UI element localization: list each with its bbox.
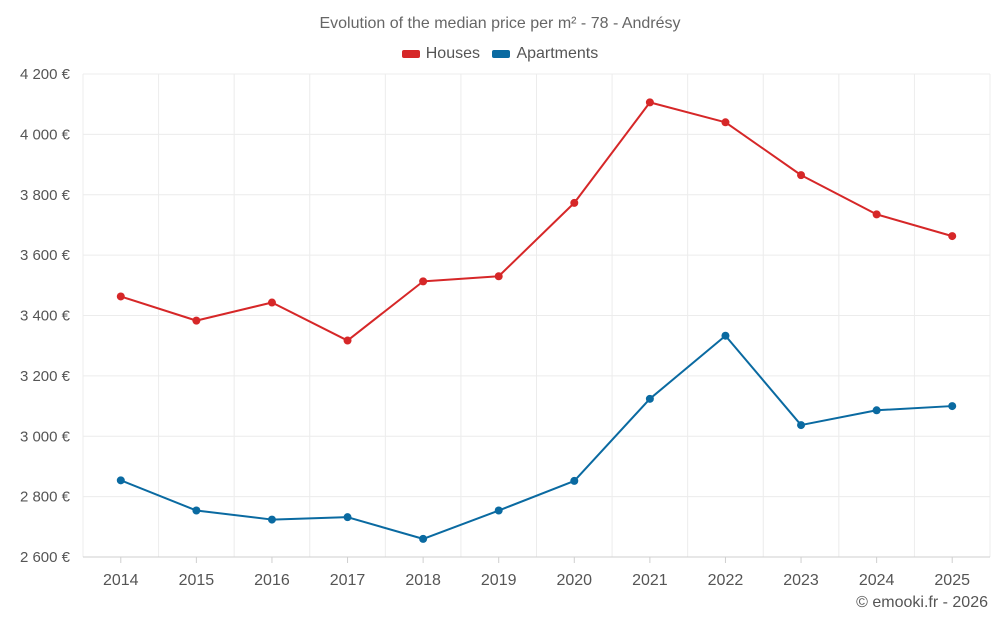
data-point-apartments [570,476,579,485]
data-point-apartments [494,506,503,515]
data-point-houses [797,171,806,180]
y-tick-label: 3 600 € [20,247,71,264]
x-tick-label: 2016 [254,572,290,589]
y-tick-label: 2 800 € [20,489,71,506]
y-tick-label: 2 600 € [20,549,71,566]
x-tick-label: 2019 [481,572,517,589]
data-point-houses [267,298,276,307]
data-point-apartments [343,513,352,522]
legend-label-houses: Houses [425,45,480,62]
y-tick-label: 3 000 € [20,428,71,445]
legend-label-apartments: Apartments [516,45,599,62]
legend-swatch-houses [401,50,420,58]
data-point-apartments [267,515,276,524]
x-tick-label: 2022 [708,572,744,589]
legend-item-houses[interactable]: Houses [401,45,480,63]
data-point-houses [721,118,730,127]
x-tick-label: 2017 [330,572,366,589]
x-tick-label: 2025 [934,572,970,589]
data-point-houses [116,292,125,301]
x-tick-label: 2020 [556,572,592,589]
x-tick-label: 2023 [783,572,819,589]
data-point-houses [645,98,654,107]
data-point-houses [948,232,957,241]
legend-swatch-apartments [492,50,511,58]
data-point-apartments [948,402,957,411]
data-point-apartments [116,476,125,485]
x-tick-label: 2015 [179,572,215,589]
data-point-apartments [192,506,201,515]
x-tick-label: 2014 [103,572,139,589]
legend: Houses Apartments [0,45,1000,63]
series-line-apartments [120,334,953,540]
series-layer [116,98,957,543]
series-line-houses [120,101,953,342]
data-point-houses [419,277,428,286]
data-point-houses [343,336,352,345]
legend-item-apartments[interactable]: Apartments [492,45,598,63]
copyright-text: © emooki.fr - 2026 [856,594,988,611]
y-tick-label: 4 200 € [20,66,71,83]
data-point-houses [192,316,201,325]
data-point-apartments [721,331,730,340]
data-point-houses [872,210,881,219]
data-point-apartments [797,421,806,430]
y-tick-label: 3 400 € [20,308,71,325]
data-point-houses [570,198,579,207]
data-point-apartments [872,406,881,415]
x-tick-label: 2018 [405,572,441,589]
x-tick-label: 2021 [632,572,668,589]
data-point-apartments [419,534,428,543]
y-tick-label: 4 000 € [20,126,71,143]
data-point-houses [494,272,503,281]
data-point-apartments [645,394,654,403]
chart-title: Evolution of the median price per m² - 7… [319,15,681,32]
y-tick-label: 3 200 € [20,368,71,385]
y-tick-label: 3 800 € [20,187,71,204]
x-tick-label: 2024 [859,572,895,589]
axis-layer: 2 600 € 2 800 € 3 000 € 3 200 € 3 400 € 3 600… [20,66,990,589]
